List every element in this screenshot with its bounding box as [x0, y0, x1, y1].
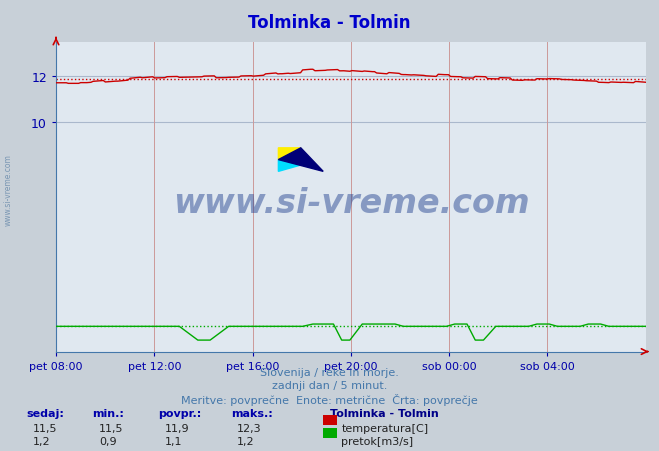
Text: 0,9: 0,9 — [99, 436, 117, 446]
Polygon shape — [278, 148, 323, 172]
Text: sedaj:: sedaj: — [26, 408, 64, 418]
Text: zadnji dan / 5 minut.: zadnji dan / 5 minut. — [272, 380, 387, 390]
Text: Tolminka - Tolmin: Tolminka - Tolmin — [248, 14, 411, 32]
Text: 1,2: 1,2 — [33, 436, 51, 446]
Text: pretok[m3/s]: pretok[m3/s] — [341, 436, 413, 446]
Text: Meritve: povprečne  Enote: metrične  Črta: povprečje: Meritve: povprečne Enote: metrične Črta:… — [181, 393, 478, 405]
Text: povpr.:: povpr.: — [158, 408, 202, 418]
Text: min.:: min.: — [92, 408, 124, 418]
Text: Tolminka - Tolmin: Tolminka - Tolmin — [330, 408, 438, 418]
Text: Slovenija / reke in morje.: Slovenija / reke in morje. — [260, 368, 399, 377]
Text: 11,9: 11,9 — [165, 423, 189, 433]
Text: www.si-vreme.com: www.si-vreme.com — [173, 187, 529, 220]
Text: 12,3: 12,3 — [237, 423, 262, 433]
Text: 11,5: 11,5 — [33, 423, 57, 433]
Polygon shape — [278, 160, 308, 172]
Text: 1,2: 1,2 — [237, 436, 255, 446]
Text: www.si-vreme.com: www.si-vreme.com — [3, 153, 13, 226]
Text: temperatura[C]: temperatura[C] — [341, 423, 428, 433]
Text: 1,1: 1,1 — [165, 436, 183, 446]
Text: 11,5: 11,5 — [99, 423, 123, 433]
Text: maks.:: maks.: — [231, 408, 272, 418]
Polygon shape — [278, 148, 301, 160]
